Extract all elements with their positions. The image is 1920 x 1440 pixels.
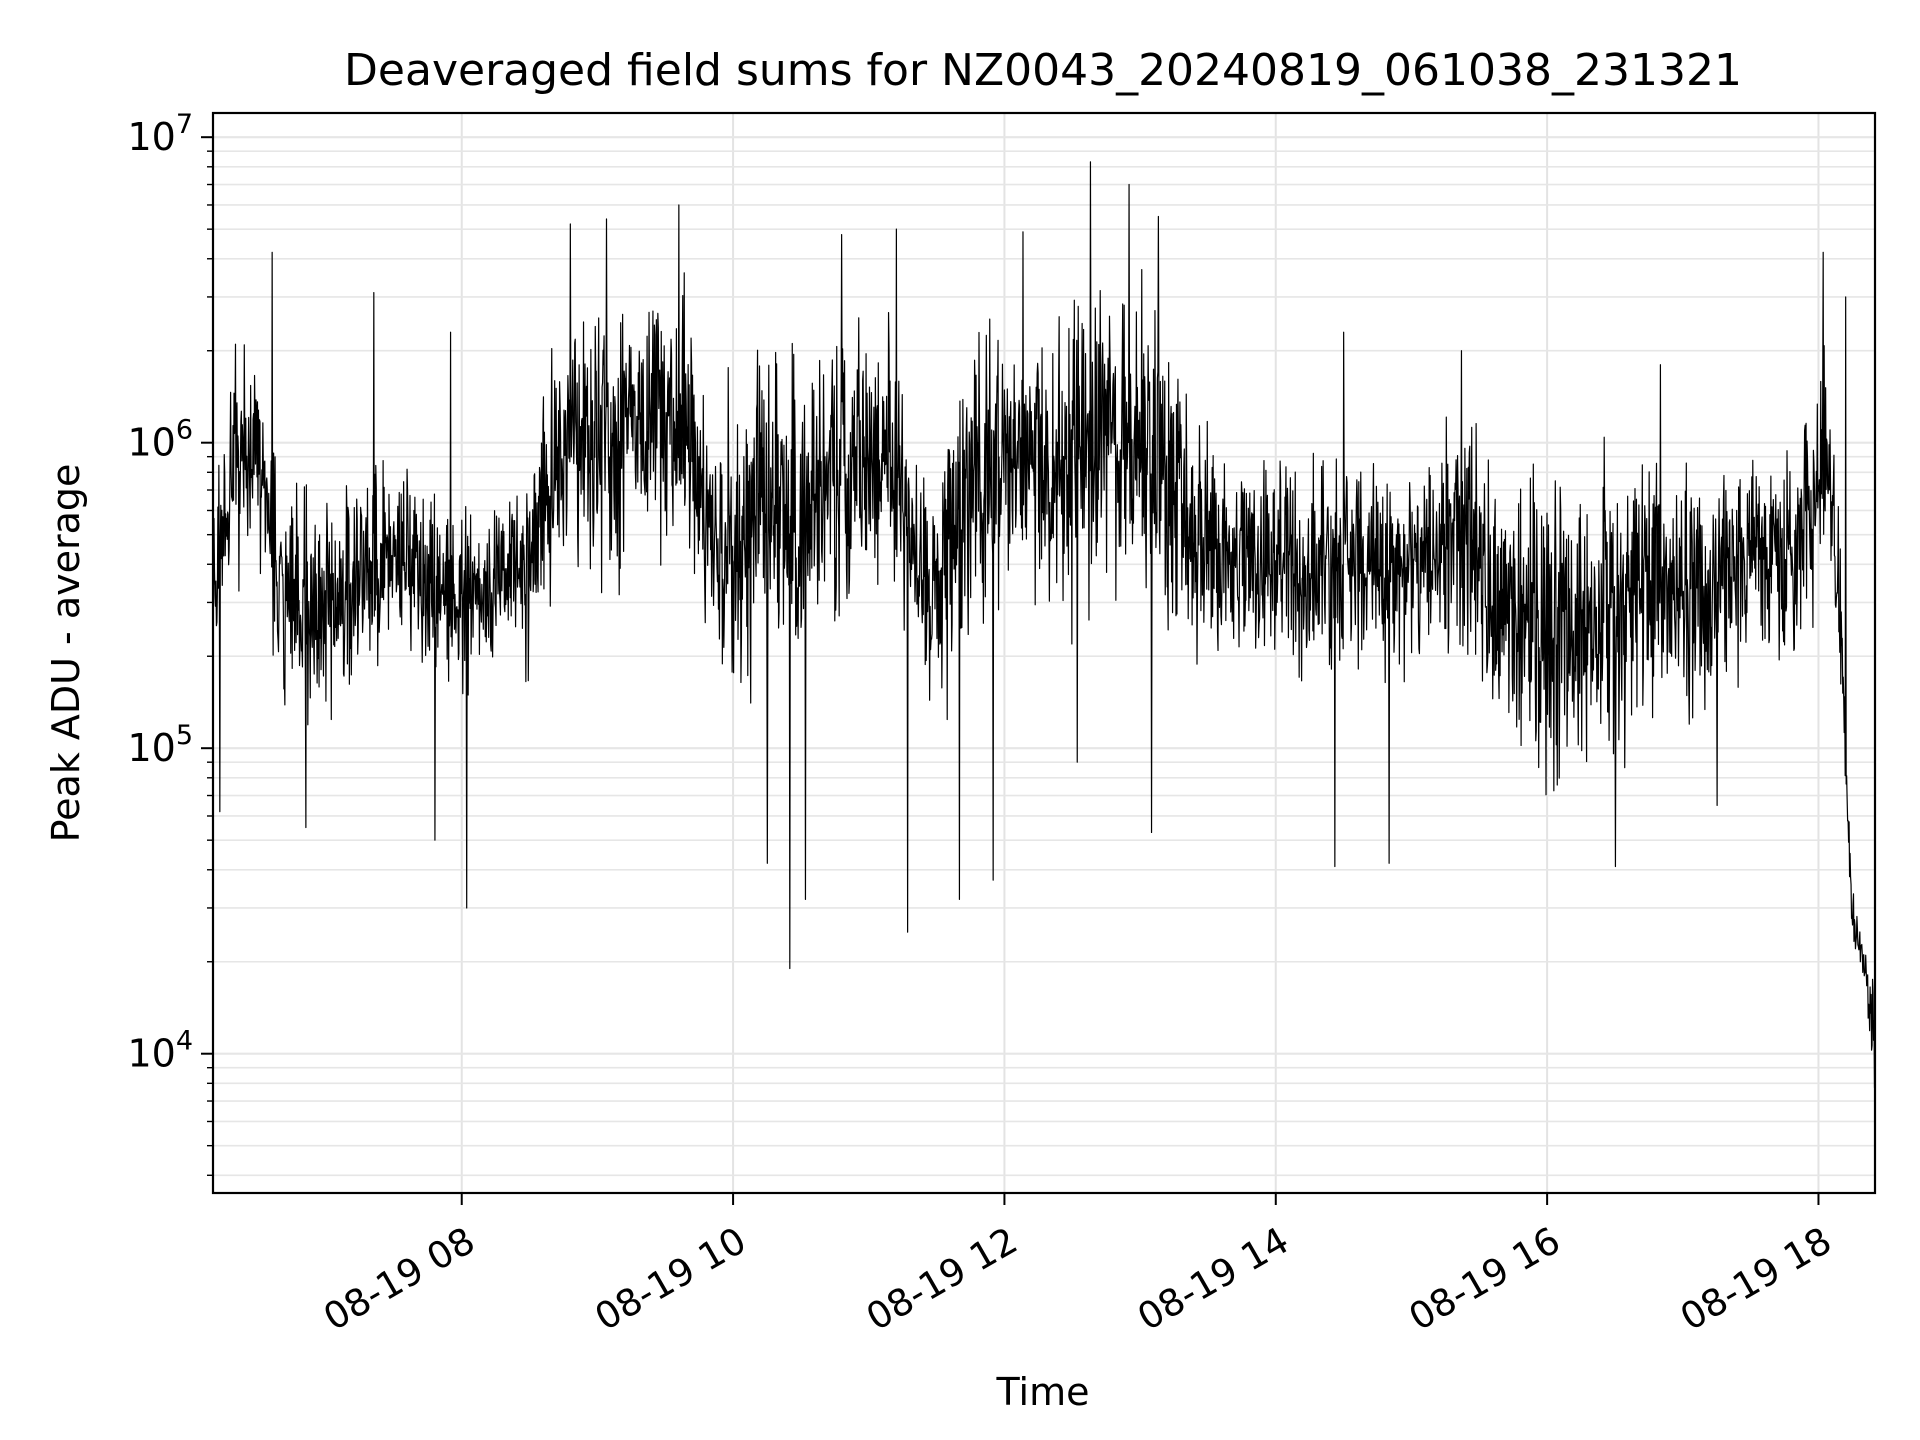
- x-axis-label: Time: [996, 1370, 1090, 1414]
- y-axis: 104 105 106 107: [127, 109, 213, 1176]
- y-tick-label: 104: [127, 1026, 193, 1076]
- y-axis-label: Peak ADU - average: [44, 464, 88, 843]
- series-path: [212, 161, 1876, 1089]
- chart-title: Deaveraged field sums for NZ0043_2024081…: [344, 45, 1742, 96]
- series-line: [212, 161, 1876, 1089]
- y-tick-label: 107: [127, 109, 193, 159]
- plot-frame: [211, 111, 1877, 1195]
- grid-lines: [213, 113, 1875, 1193]
- y-tick-label: 106: [127, 415, 193, 465]
- y-tick-label: 105: [127, 720, 193, 770]
